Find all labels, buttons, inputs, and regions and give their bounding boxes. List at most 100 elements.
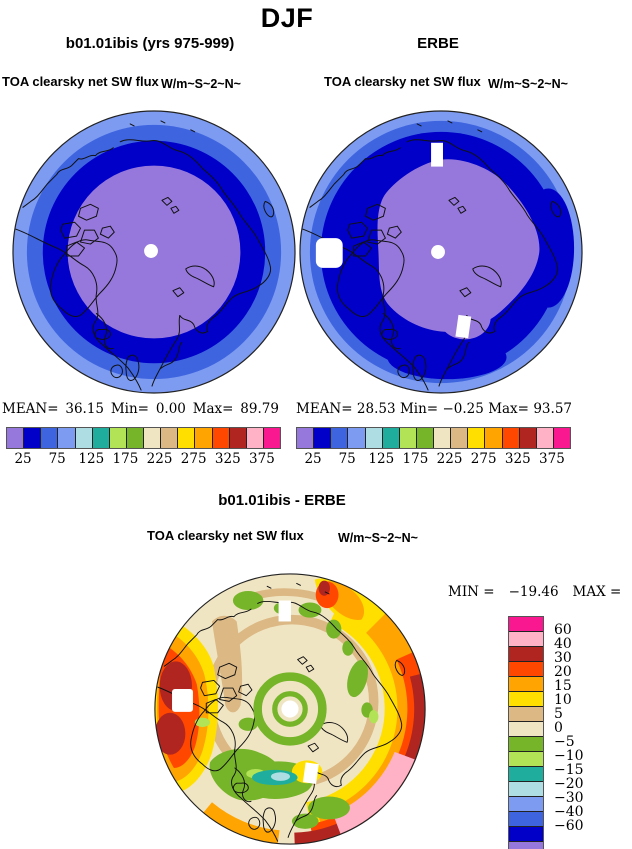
diff-colorbar-cell [509,692,543,707]
model-colorbar-ticks: 25 75 125 175 225 275 325 375 [6,451,279,467]
model-max-value: 89.79 [240,401,279,417]
colorbar-cell [58,428,76,448]
diff-max-label: MAX = [572,584,622,600]
colorbar-cell [485,428,503,448]
colorbar-tick-label: 175 [112,451,139,467]
obs-colorbar [296,427,571,449]
diff-colorbar-cell [509,767,543,782]
diff-panel-title: b01.01ibis - ERBE [218,492,346,509]
colorbar-cell [195,428,213,448]
colorbar-cell [126,428,144,448]
model-mean-label: MEAN= [2,401,59,417]
diff-colorbar-label: −10 [554,748,584,764]
diff-colorbar-label: 20 [554,664,572,680]
diff-colorbar-cell [509,617,543,632]
diff-colorbar-label: 30 [554,650,572,666]
colorbar-cell [399,428,417,448]
diff-colorbar-label: 40 [554,636,572,652]
colorbar-tick-label: 225 [436,451,463,467]
obs-min-value: −0.25 [442,401,484,417]
model-min-value: 0.00 [155,401,186,417]
diff-colorbar-label: −40 [554,804,584,820]
colorbar-cell [75,428,93,448]
diff-polar-map [154,573,426,845]
diff-colorbar-cell [509,737,543,752]
colorbar-tick-label: 375 [249,451,275,467]
pole-dot [281,700,299,718]
diff-colorbar-label: 5 [554,706,563,722]
diff-colorbar-cell [509,797,543,812]
model-stats: MEAN= 36.15 Min= 0.00 Max= 89.79 [2,401,279,417]
colorbar-cell [434,428,452,448]
colorbar-tick-label: 25 [304,451,322,467]
colorbar-cell [297,428,315,448]
obs-polar-map [299,110,583,394]
diff-colorbar-cell [509,647,543,662]
colorbar-cell [502,428,520,448]
colorbar-cell [92,428,110,448]
page-title: DJF [260,3,314,33]
diff-colorbar-cell [509,812,543,827]
colorbar-cell [348,428,366,448]
obs-mean-label: MEAN= [296,401,353,417]
diff-colorbar-cell [509,827,543,842]
colorbar-tick-label: 225 [146,451,173,467]
pole-dot [144,244,158,258]
pole-dot [431,245,445,259]
colorbar-tick-label: 75 [338,451,356,467]
diff-colorbar-label: −5 [554,734,575,750]
colorbar-tick-label: 325 [214,451,241,467]
obs-max-value: 93.57 [533,401,572,417]
diff-colorbar-label: 0 [554,720,563,736]
model-colorbar [6,427,281,449]
model-min-label: Min= [110,401,149,417]
model-polar-map [12,110,296,394]
colorbar-cell [263,428,280,448]
colorbar-cell [178,428,196,448]
colorbar-tick-label: 125 [78,451,105,467]
model-units-label: W/m~S~2~N~ [161,77,241,91]
colorbar-cell [7,428,25,448]
colorbar-cell [382,428,400,448]
diff-units-label: W/m~S~2~N~ [338,531,418,545]
diff-colorbar-cell [509,842,543,849]
diff-colorbar-cell [509,752,543,767]
colorbar-cell [212,428,230,448]
colorbar-cell [416,428,434,448]
colorbar-cell [144,428,162,448]
diff-stats: MIN = −19.46 MAX = 50.51 [448,584,632,600]
diff-colorbar-cell [509,677,543,692]
obs-units-label: W/m~S~2~N~ [488,77,568,91]
model-field-label: TOA clearsky net SW flux [2,74,159,89]
obs-max-label: Max= [488,401,529,417]
diff-colorbar-cell [509,782,543,797]
diff-colorbar-label: −20 [554,776,584,792]
diff-colorbar-cell [509,707,543,722]
colorbar-cell [109,428,127,448]
colorbar-tick-label: 175 [402,451,429,467]
obs-colorbar-ticks: 25 75 125 175 225 275 325 375 [296,451,569,467]
colorbar-tick-label: 25 [14,451,32,467]
colorbar-tick-label: 125 [368,451,395,467]
colorbar-tick-label: 375 [539,451,565,467]
diff-colorbar-label: −30 [554,790,584,806]
diff-colorbar-label: −60 [554,818,584,834]
colorbar-cell [331,428,349,448]
colorbar-tick-label: 275 [180,451,207,467]
colorbar-cell [553,428,570,448]
colorbar-cell [161,428,179,448]
colorbar-tick-label: 75 [48,451,66,467]
colorbar-cell [229,428,247,448]
colorbar-cell [536,428,554,448]
diff-field-label: TOA clearsky net SW flux [147,528,304,543]
diff-colorbar: 60 40 30 20 15 10 5 0 −5 −10 −15 −20 −30 −40 −60 [508,616,618,849]
colorbar-cell [314,428,332,448]
colorbar-cell [24,428,42,448]
colorbar-tick-label: 325 [504,451,531,467]
colorbar-cell [246,428,264,448]
colorbar-cell [365,428,383,448]
diff-colorbar-cell [509,662,543,677]
diff-colorbar-cell [509,722,543,737]
obs-min-label: Min= [399,401,439,417]
